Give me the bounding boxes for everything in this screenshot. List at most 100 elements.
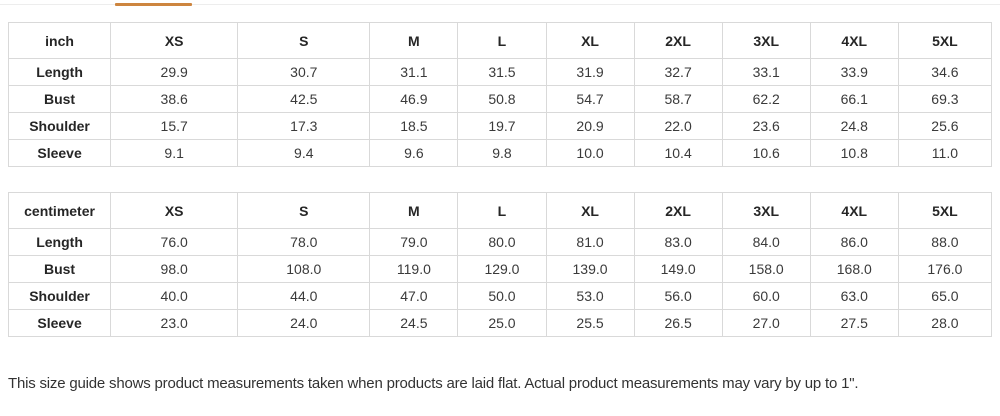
value-cell: 10.4 [633, 139, 723, 167]
row-label-cell: Length [7, 228, 112, 256]
value-cell: 119.0 [369, 255, 459, 283]
size-header-cell: S [237, 22, 371, 59]
size-header-cell: 3XL [721, 22, 811, 59]
value-cell: 46.9 [369, 85, 459, 113]
value-cell: 54.7 [545, 85, 635, 113]
value-cell: 18.5 [369, 112, 459, 140]
value-cell: 25.5 [545, 309, 635, 337]
value-cell: 27.5 [809, 309, 899, 337]
size-table-centimeter: centimeter XS S M L XL 2XL 3XL 4XL 5XL Length 76.0… [7, 192, 993, 337]
measurement-row: Sleeve 23.0 24.0 24.5 25.0 25.5 26.5 27.0 27.5 28… [7, 309, 993, 337]
value-cell: 44.0 [237, 282, 371, 310]
unit-header-cell: inch [7, 22, 112, 59]
value-cell: 15.7 [110, 112, 239, 140]
value-cell: 79.0 [369, 228, 459, 256]
value-cell: 24.8 [809, 112, 899, 140]
value-cell: 11.0 [897, 139, 993, 167]
size-header-cell: XS [110, 22, 239, 59]
value-cell: 129.0 [457, 255, 547, 283]
size-guide-footnote: This size guide shows product measuremen… [8, 375, 859, 392]
value-cell: 25.0 [457, 309, 547, 337]
value-cell: 58.7 [633, 85, 723, 113]
row-label-cell: Bust [7, 255, 112, 283]
value-cell: 53.0 [545, 282, 635, 310]
value-cell: 34.6 [897, 58, 993, 86]
size-table-inch: inch XS S M L XL 2XL 3XL 4XL 5XL Length 29.9 30.7 31… [7, 22, 993, 167]
value-cell: 22.0 [633, 112, 723, 140]
value-cell: 10.0 [545, 139, 635, 167]
active-tab-indicator [115, 3, 192, 6]
value-cell: 63.0 [809, 282, 899, 310]
header-row: centimeter XS S M L XL 2XL 3XL 4XL 5XL [7, 192, 993, 229]
measurement-row: Length 29.9 30.7 31.1 31.5 31.9 32.7 33.1 33.9 34… [7, 58, 993, 86]
value-cell: 9.8 [457, 139, 547, 167]
size-header-cell: S [237, 192, 371, 229]
value-cell: 76.0 [110, 228, 239, 256]
measurement-row: Shoulder 40.0 44.0 47.0 50.0 53.0 56.0 60.0 63.0… [7, 282, 993, 310]
size-header-cell: M [369, 22, 459, 59]
size-header-cell: 4XL [809, 192, 899, 229]
value-cell: 83.0 [633, 228, 723, 256]
value-cell: 31.5 [457, 58, 547, 86]
row-label-cell: Sleeve [7, 139, 112, 167]
value-cell: 9.6 [369, 139, 459, 167]
value-cell: 30.7 [237, 58, 371, 86]
value-cell: 47.0 [369, 282, 459, 310]
size-header-cell: 3XL [721, 192, 811, 229]
value-cell: 33.9 [809, 58, 899, 86]
value-cell: 62.2 [721, 85, 811, 113]
value-cell: 32.7 [633, 58, 723, 86]
value-cell: 19.7 [457, 112, 547, 140]
value-cell: 29.9 [110, 58, 239, 86]
value-cell: 80.0 [457, 228, 547, 256]
value-cell: 27.0 [721, 309, 811, 337]
value-cell: 24.0 [237, 309, 371, 337]
value-cell: 9.4 [237, 139, 371, 167]
value-cell: 56.0 [633, 282, 723, 310]
size-header-cell: XL [545, 22, 635, 59]
size-header-cell: M [369, 192, 459, 229]
value-cell: 86.0 [809, 228, 899, 256]
value-cell: 158.0 [721, 255, 811, 283]
value-cell: 50.0 [457, 282, 547, 310]
size-header-cell: L [457, 192, 547, 229]
value-cell: 23.6 [721, 112, 811, 140]
value-cell: 23.0 [110, 309, 239, 337]
row-label-cell: Sleeve [7, 309, 112, 337]
measurement-row: Sleeve 9.1 9.4 9.6 9.8 10.0 10.4 10.6 10.8 11.0 [7, 139, 993, 167]
measurement-row: Bust 98.0 108.0 119.0 129.0 139.0 149.0 158.0 16… [7, 255, 993, 283]
value-cell: 42.5 [237, 85, 371, 113]
header-row: inch XS S M L XL 2XL 3XL 4XL 5XL [7, 22, 993, 59]
value-cell: 78.0 [237, 228, 371, 256]
value-cell: 60.0 [721, 282, 811, 310]
measurement-row: Shoulder 15.7 17.3 18.5 19.7 20.9 22.0 23.6 24.8… [7, 112, 993, 140]
row-label-cell: Shoulder [7, 112, 112, 140]
size-header-cell: 5XL [897, 192, 993, 229]
size-header-cell: 4XL [809, 22, 899, 59]
value-cell: 108.0 [237, 255, 371, 283]
value-cell: 38.6 [110, 85, 239, 113]
size-guide-tab-bar [0, 0, 1000, 6]
size-header-cell: 5XL [897, 22, 993, 59]
value-cell: 66.1 [809, 85, 899, 113]
size-header-cell: XL [545, 192, 635, 229]
size-header-cell: 2XL [633, 192, 723, 229]
value-cell: 40.0 [110, 282, 239, 310]
unit-header-cell: centimeter [7, 192, 112, 229]
value-cell: 31.9 [545, 58, 635, 86]
value-cell: 10.8 [809, 139, 899, 167]
value-cell: 168.0 [809, 255, 899, 283]
size-header-cell: L [457, 22, 547, 59]
value-cell: 20.9 [545, 112, 635, 140]
value-cell: 69.3 [897, 85, 993, 113]
value-cell: 81.0 [545, 228, 635, 256]
measurement-row: Bust 38.6 42.5 46.9 50.8 54.7 58.7 62.2 66.1 69.3 [7, 85, 993, 113]
value-cell: 10.6 [721, 139, 811, 167]
value-cell: 65.0 [897, 282, 993, 310]
value-cell: 28.0 [897, 309, 993, 337]
value-cell: 26.5 [633, 309, 723, 337]
row-label-cell: Bust [7, 85, 112, 113]
value-cell: 25.6 [897, 112, 993, 140]
value-cell: 17.3 [237, 112, 371, 140]
row-label-cell: Length [7, 58, 112, 86]
